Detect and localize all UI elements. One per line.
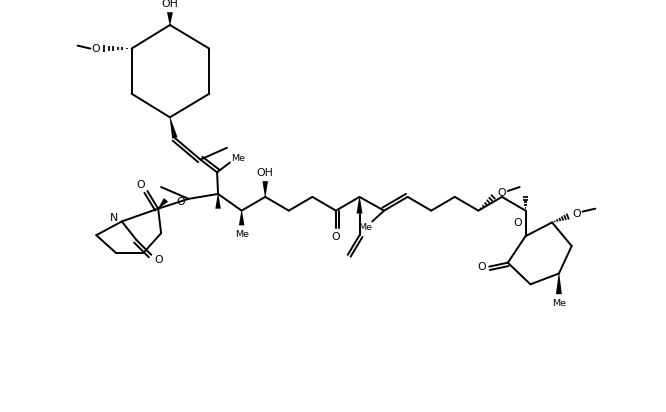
Text: Me: Me: [552, 300, 566, 309]
Text: OH: OH: [162, 0, 178, 9]
Polygon shape: [356, 197, 362, 213]
Text: OH: OH: [257, 169, 274, 178]
Polygon shape: [170, 117, 178, 138]
Polygon shape: [215, 194, 221, 208]
Polygon shape: [262, 181, 268, 197]
Polygon shape: [167, 12, 173, 25]
Text: O: O: [136, 180, 145, 190]
Text: O: O: [176, 197, 185, 207]
Text: Me: Me: [230, 154, 244, 163]
Text: O: O: [572, 208, 581, 219]
Text: Me: Me: [358, 223, 372, 232]
Text: O: O: [332, 232, 340, 242]
Polygon shape: [556, 274, 562, 294]
Text: O: O: [513, 218, 522, 228]
Text: O: O: [155, 255, 163, 265]
Text: O: O: [477, 262, 486, 272]
Text: Me: Me: [234, 230, 248, 239]
Polygon shape: [239, 211, 244, 225]
Polygon shape: [158, 198, 168, 209]
Text: N: N: [110, 213, 118, 222]
Text: O: O: [91, 44, 100, 54]
Text: O: O: [498, 188, 506, 198]
